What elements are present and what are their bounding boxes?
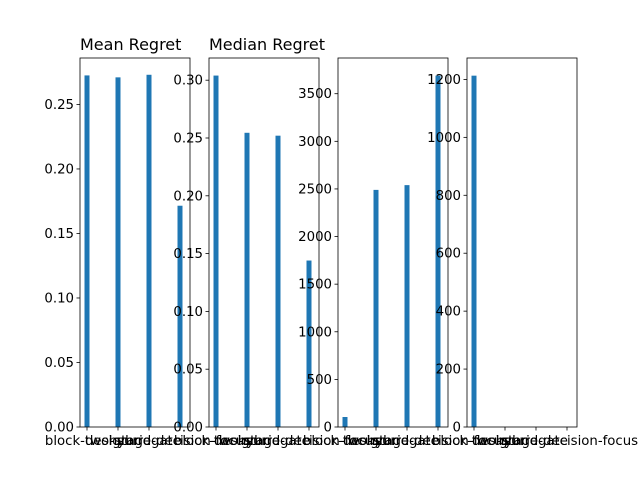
x-tick-label-surrogate: surrogate	[375, 434, 439, 449]
chart-title: Mean Regret	[80, 35, 181, 54]
x-tick-label-block-design: block-design	[432, 434, 516, 449]
x-tick-label-two-stage: two-stage	[343, 434, 409, 449]
y-tick-label: 0.30	[173, 74, 203, 89]
x-tick-label-two-stage: two-stage	[85, 434, 151, 449]
y-tick-label: 1000	[298, 325, 332, 340]
axes-frame	[208, 57, 320, 428]
subplots: 0.000.050.100.150.200.25block-designtwo-…	[44, 35, 638, 449]
y-tick-label: 0.00	[44, 421, 74, 436]
bar-hybrid-decision-focus	[435, 75, 441, 428]
y-tick-label: 0.25	[44, 98, 74, 113]
bar-surrogate	[146, 74, 152, 427]
y-tick-label: 0.20	[44, 162, 74, 177]
x-tick-label-surrogate: surrogate	[504, 434, 568, 449]
x-tick-label-hybrid-decision-focus: hybrid-decision-focus	[496, 434, 638, 449]
y-tick-label: 0.10	[173, 305, 203, 320]
bar-surrogate	[404, 185, 410, 427]
y-tick-label: 600	[436, 247, 461, 262]
x-tick-label-hybrid-decision-focus: hybrid-decision-focus	[367, 434, 509, 449]
y-tick-label: 3500	[298, 87, 332, 102]
x-tick-label-block-design: block-design	[45, 434, 129, 449]
y-tick-label: 0.00	[173, 421, 203, 436]
axes-frame	[466, 57, 578, 428]
y-tick-label: 1500	[298, 278, 332, 293]
bar-block-design	[213, 75, 219, 428]
y-tick-label: 0.15	[44, 227, 74, 242]
y-tick-label: 2000	[298, 230, 332, 245]
x-tick-label-two-stage: two-stage	[472, 434, 538, 449]
chart-title: Median Regret	[209, 35, 325, 54]
y-tick-label: 0	[453, 421, 461, 436]
y-tick-label: 800	[436, 189, 461, 204]
y-tick-label: 0.05	[44, 356, 74, 371]
bar-block-design	[84, 75, 90, 427]
subplot-4: 0 200 400 600 800 1000 1200 block-designtwo-sta…	[427, 57, 638, 449]
bar-two-stage	[115, 77, 121, 427]
y-tick-label: 500	[307, 373, 332, 388]
y-tick-label: 1200	[427, 73, 461, 88]
y-tick-label: 0.10	[44, 291, 74, 306]
bar-hybrid-decision-focus	[306, 260, 312, 427]
bar-surrogate	[275, 135, 281, 427]
y-tick-label: 0.25	[173, 131, 203, 146]
y-tick-label: 0.05	[173, 363, 203, 378]
y-tick-label: 0	[324, 421, 332, 436]
x-tick-label-hybrid-decision-focus: hybrid-decision-focus	[109, 434, 251, 449]
y-tick-label: 1000	[427, 131, 461, 146]
x-tick-label-surrogate: surrogate	[246, 434, 310, 449]
x-tick-label-hybrid-decision-focus: hybrid-decision-focus	[238, 434, 380, 449]
y-tick-label: 2500	[298, 182, 332, 197]
y-tick-label: 400	[436, 305, 461, 320]
y-tick-label: 3000	[298, 135, 332, 150]
y-tick-label: 0.15	[173, 247, 203, 262]
axes-frame	[79, 57, 191, 428]
x-tick-label-block-design: block-design	[303, 434, 387, 449]
x-tick-label-block-design: block-design	[174, 434, 258, 449]
subplot-2: 0.00 0.05 0.10 0.15 0.20 0.25 0.30 block-design…	[173, 35, 380, 449]
subplot-3: 0500100015002000250030003500block-design…	[298, 57, 509, 449]
x-tick-label-two-stage: two-stage	[214, 434, 280, 449]
bar-hybrid-decision-focus	[177, 205, 183, 427]
bar-block-design	[342, 417, 348, 427]
y-tick-label: 200	[436, 363, 461, 378]
bar-two-stage	[373, 189, 379, 427]
bar-two-stage	[244, 132, 250, 427]
axes-frame	[337, 57, 449, 428]
bar-block-design	[471, 75, 477, 428]
y-tick-label: 0.20	[173, 189, 203, 204]
x-tick-label-surrogate: surrogate	[117, 434, 181, 449]
subplot-1: 0.00 0.05 0.10 0.15 0.20 0.25 block-designtwo-…	[44, 35, 251, 449]
